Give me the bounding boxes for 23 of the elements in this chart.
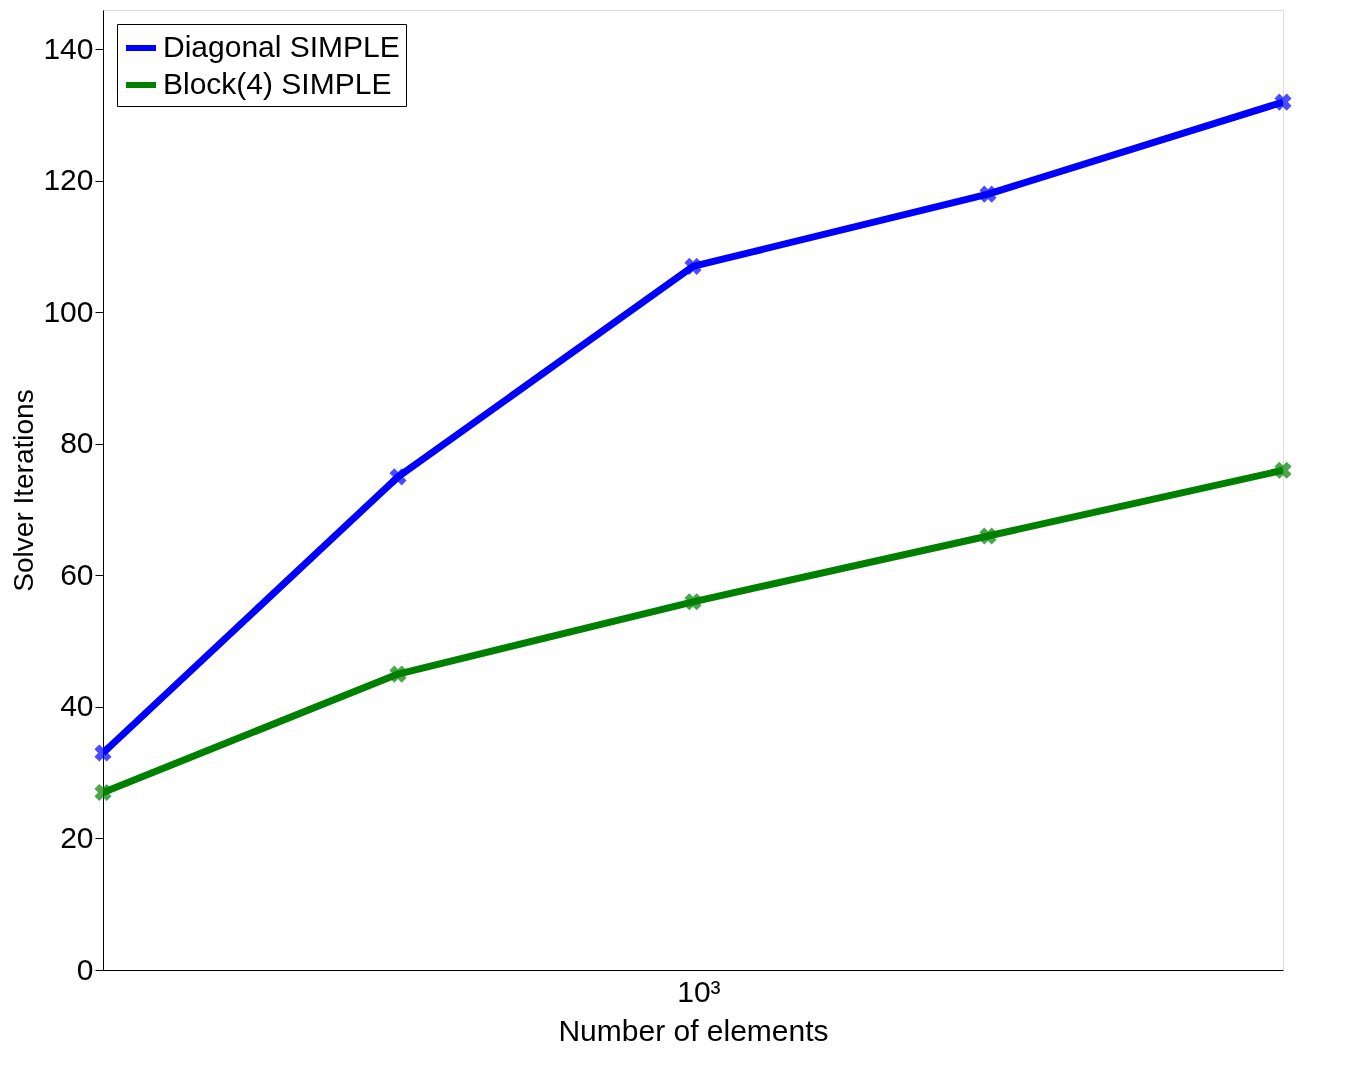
text: 10³ bbox=[677, 975, 721, 1008]
legend-label: Block(4) SIMPLE bbox=[163, 67, 392, 100]
y-tick-label: 120 bbox=[43, 163, 94, 197]
point bbox=[979, 527, 997, 545]
y-tick-label: 40 bbox=[60, 689, 94, 723]
point bbox=[979, 185, 997, 203]
point bbox=[1274, 93, 1292, 111]
x-axis-title: Number of elements bbox=[558, 1013, 829, 1047]
point bbox=[389, 665, 407, 683]
point bbox=[684, 257, 702, 276]
legend-label: Diagonal SIMPLE bbox=[163, 30, 400, 63]
point bbox=[389, 468, 407, 486]
point bbox=[684, 593, 702, 611]
y-tick-label: 100 bbox=[43, 294, 94, 328]
point bbox=[1274, 461, 1292, 479]
point bbox=[94, 783, 112, 802]
y-tick-label: 140 bbox=[43, 31, 94, 65]
point bbox=[94, 744, 112, 762]
y-tick-label: 0 bbox=[76, 952, 94, 986]
y-axis-title: Solver Iterations bbox=[8, 389, 40, 592]
y-tick-label: 60 bbox=[60, 557, 94, 591]
y-tick-label: 20 bbox=[60, 820, 94, 854]
y-tick-label: 80 bbox=[60, 426, 94, 460]
